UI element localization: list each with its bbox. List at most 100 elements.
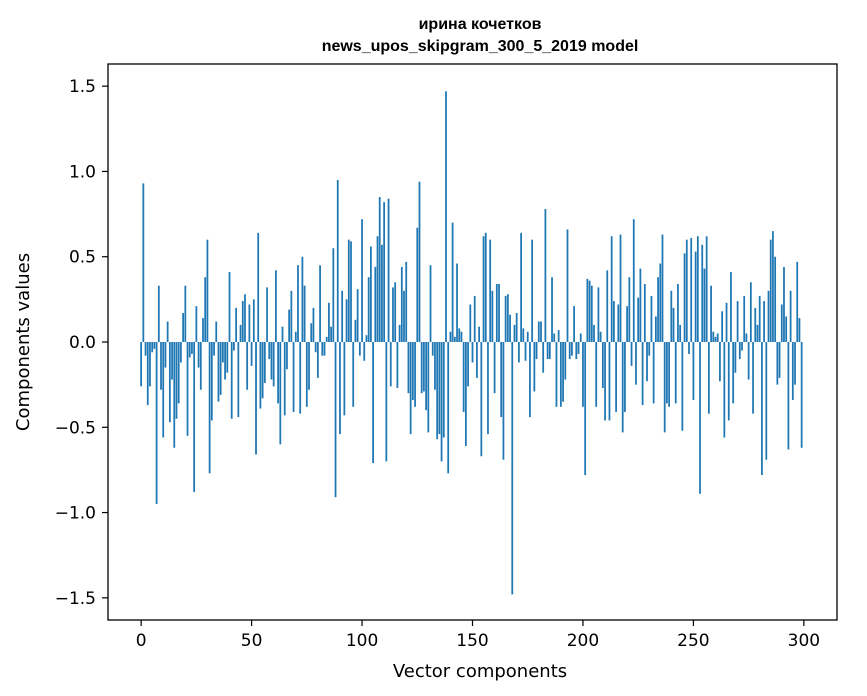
bar bbox=[557, 330, 560, 342]
chart-title-line2: news_upos_skipgram_300_5_2019 model bbox=[322, 38, 639, 55]
bar bbox=[425, 342, 427, 411]
bar bbox=[575, 342, 578, 360]
bar bbox=[434, 342, 436, 390]
x-axis-label: Vector components bbox=[393, 661, 567, 682]
bar bbox=[217, 342, 220, 402]
bar bbox=[761, 342, 763, 476]
bar bbox=[246, 342, 249, 390]
bar bbox=[394, 282, 397, 342]
x-axis-ticks: 0 50 100 150 200 250 300 bbox=[136, 620, 820, 651]
bar bbox=[405, 261, 408, 342]
bar bbox=[657, 277, 659, 342]
bar bbox=[310, 323, 313, 342]
bar bbox=[270, 342, 273, 380]
bar bbox=[743, 295, 746, 342]
bar bbox=[725, 302, 728, 342]
bar bbox=[749, 282, 752, 342]
bar bbox=[398, 324, 401, 342]
bar bbox=[783, 266, 785, 342]
bar bbox=[303, 285, 306, 342]
bar bbox=[601, 342, 604, 389]
bar bbox=[188, 342, 191, 358]
bar bbox=[730, 272, 732, 342]
bar bbox=[798, 318, 801, 342]
bar bbox=[319, 265, 321, 342]
bar bbox=[210, 342, 213, 421]
bar bbox=[325, 336, 328, 342]
bar bbox=[643, 284, 646, 342]
bar bbox=[462, 342, 465, 412]
bar bbox=[283, 342, 286, 416]
bar bbox=[520, 232, 522, 342]
bar bbox=[312, 307, 315, 342]
bar bbox=[690, 237, 693, 342]
bar bbox=[290, 290, 293, 342]
bar bbox=[562, 342, 564, 402]
bar bbox=[272, 342, 275, 387]
chart-title-line1: ирина кочетков bbox=[419, 16, 542, 33]
bar bbox=[663, 342, 666, 433]
bar bbox=[542, 342, 545, 373]
bar bbox=[712, 331, 715, 342]
bar bbox=[721, 311, 724, 342]
bar bbox=[719, 342, 721, 382]
bar bbox=[221, 342, 224, 363]
bar bbox=[403, 290, 405, 342]
bar bbox=[588, 280, 591, 342]
bar bbox=[624, 342, 626, 412]
bar bbox=[529, 342, 531, 418]
bar bbox=[789, 290, 792, 342]
bar bbox=[197, 342, 200, 368]
bar bbox=[250, 342, 253, 366]
bar bbox=[354, 319, 357, 342]
bar bbox=[199, 342, 202, 390]
bar bbox=[469, 304, 472, 342]
bar bbox=[339, 342, 341, 435]
bar bbox=[546, 342, 549, 360]
bar bbox=[677, 284, 679, 342]
bar bbox=[506, 294, 509, 342]
bar bbox=[182, 313, 184, 342]
bar bbox=[451, 222, 454, 342]
bar bbox=[791, 342, 794, 400]
bar bbox=[146, 342, 149, 406]
bar bbox=[473, 295, 476, 342]
bar bbox=[736, 301, 739, 342]
bar bbox=[668, 342, 670, 407]
bar bbox=[619, 234, 622, 342]
bar bbox=[703, 268, 706, 342]
bar bbox=[151, 342, 154, 353]
bar bbox=[213, 342, 215, 356]
plot-frame bbox=[107, 63, 838, 621]
bar bbox=[670, 290, 673, 342]
bar bbox=[241, 301, 244, 342]
bar bbox=[308, 342, 310, 390]
bar bbox=[646, 342, 648, 382]
bar bbox=[456, 263, 458, 342]
bar bbox=[224, 342, 226, 380]
bar bbox=[345, 299, 348, 342]
bar bbox=[758, 295, 761, 342]
bar bbox=[334, 342, 337, 498]
bar bbox=[617, 304, 620, 342]
bar bbox=[785, 316, 788, 342]
bar bbox=[471, 342, 474, 363]
bar bbox=[464, 342, 467, 447]
bar bbox=[604, 342, 606, 421]
bar bbox=[177, 342, 180, 404]
bar bbox=[694, 251, 697, 342]
bar bbox=[515, 313, 518, 342]
bar bbox=[482, 236, 485, 342]
bar bbox=[268, 342, 271, 360]
bar bbox=[418, 181, 421, 342]
bar bbox=[489, 239, 492, 342]
bar bbox=[438, 342, 441, 435]
bar bbox=[714, 336, 717, 342]
bar bbox=[389, 342, 392, 387]
bar bbox=[741, 342, 743, 351]
bar bbox=[191, 342, 193, 354]
bar bbox=[535, 342, 538, 360]
bar bbox=[288, 309, 291, 342]
bar bbox=[447, 342, 450, 474]
